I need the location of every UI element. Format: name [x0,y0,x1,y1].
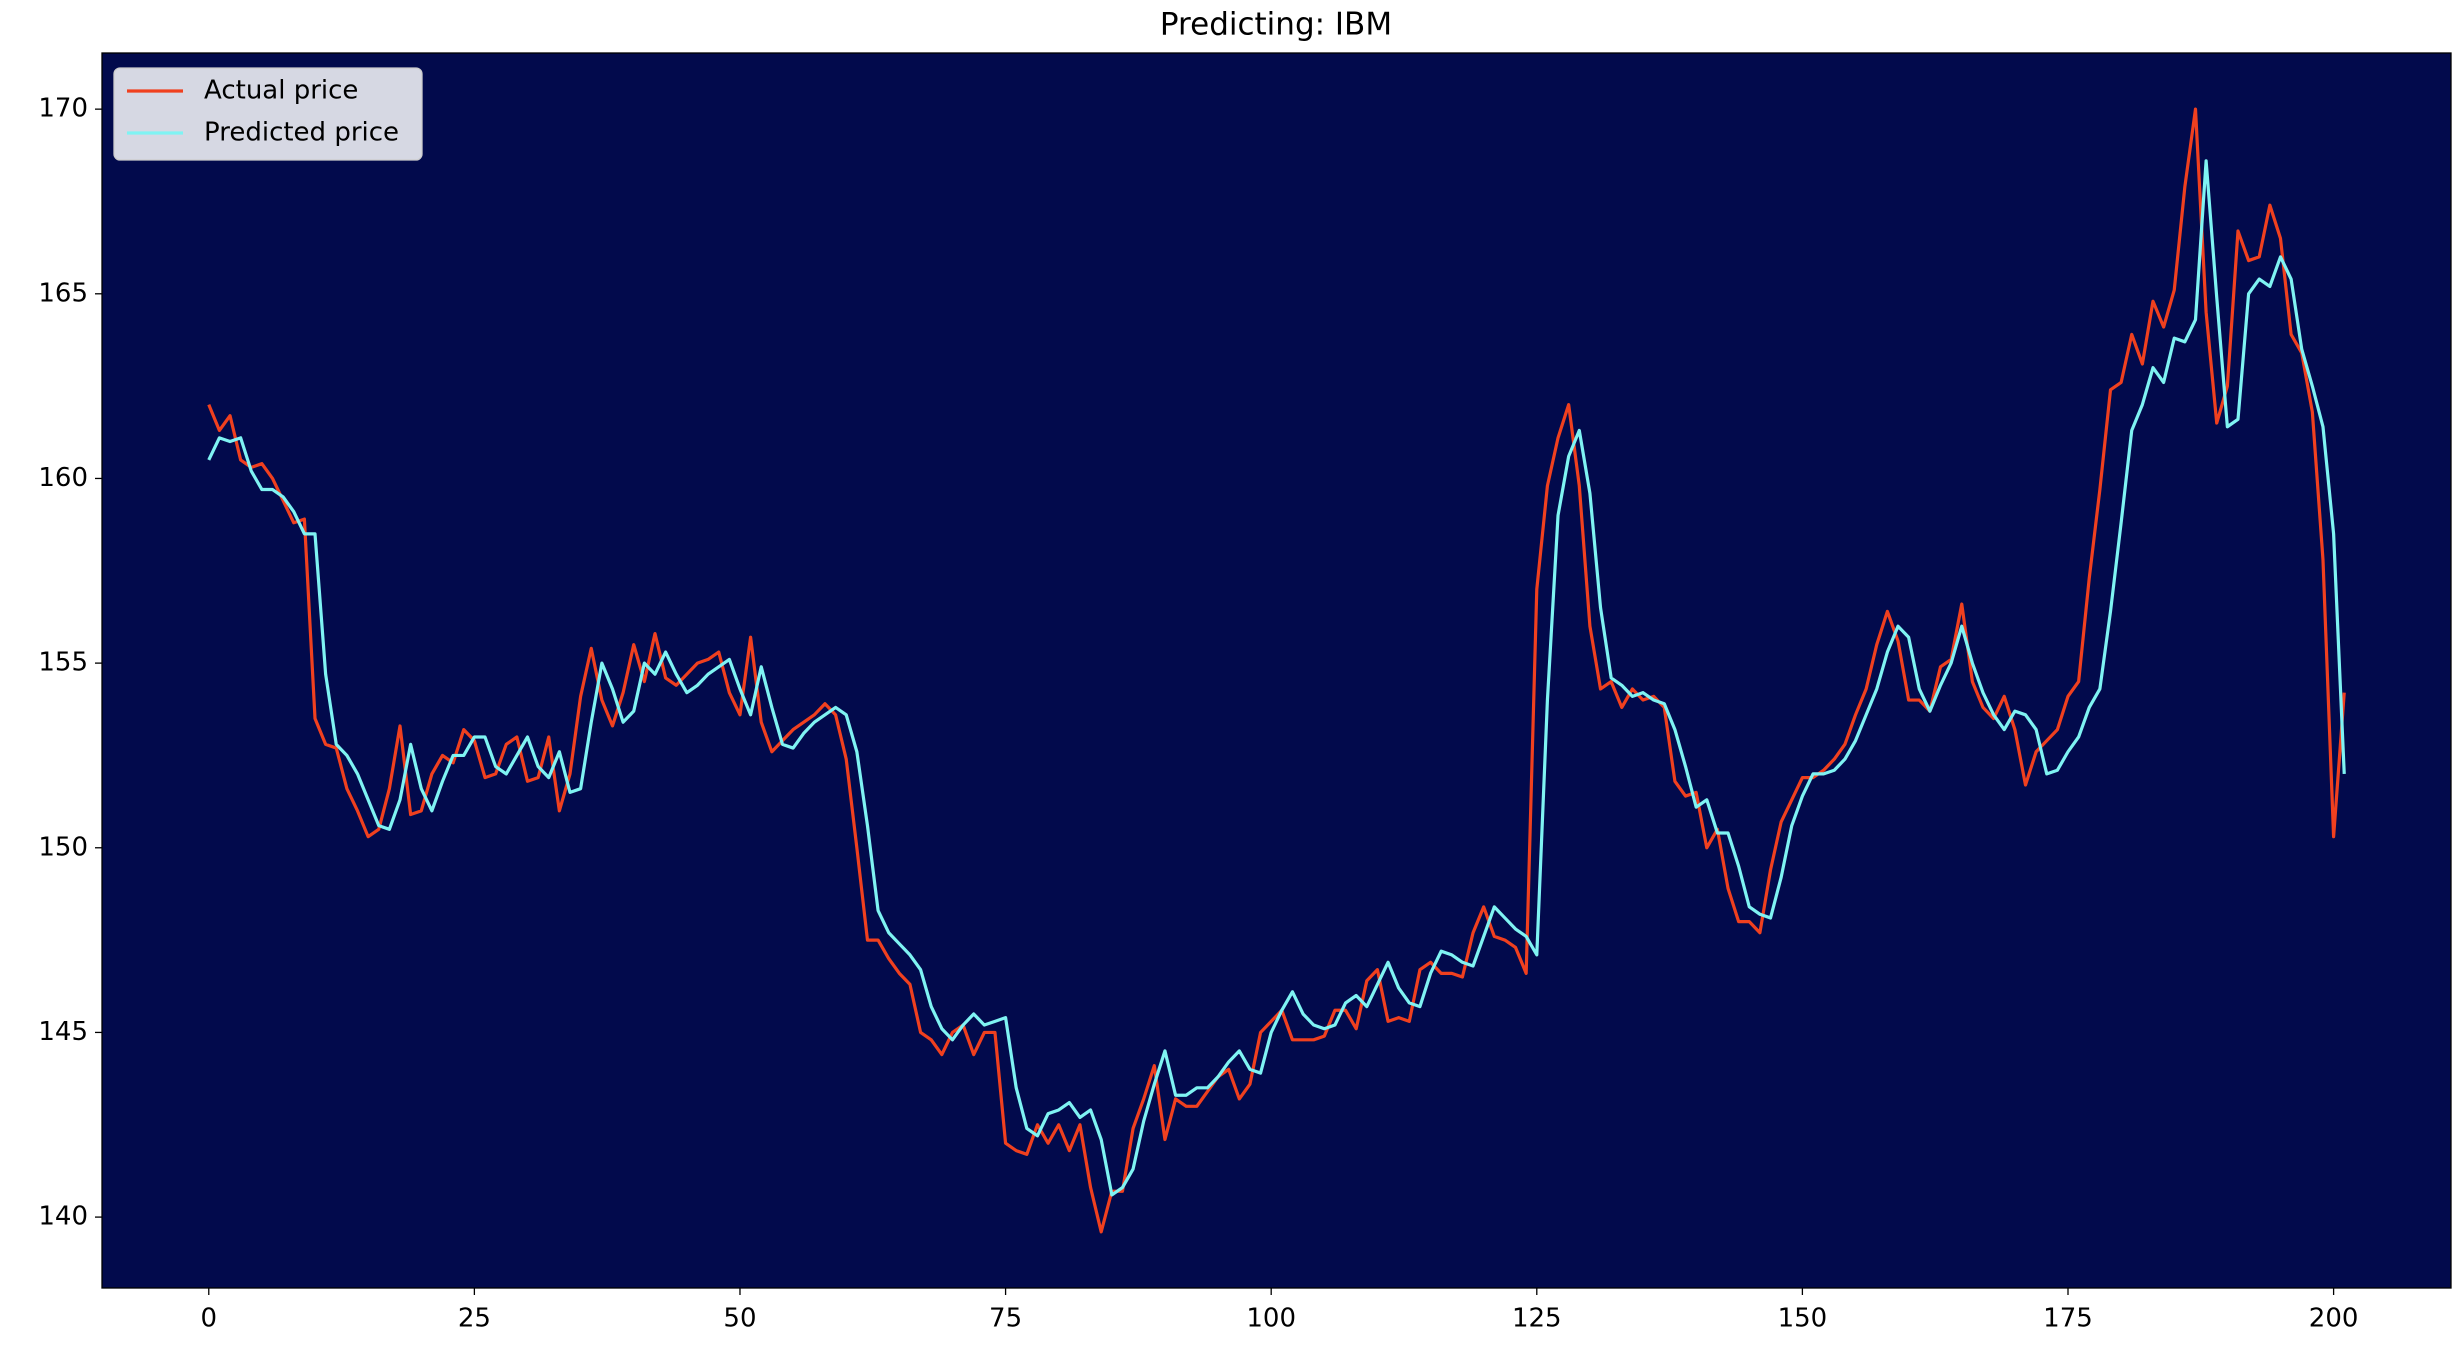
x-tick-label: 50 [723,1304,756,1334]
y-tick-label: 165 [38,278,88,308]
x-tick-label: 100 [1246,1304,1296,1334]
line-series [207,159,2346,1197]
y-tick-label: 140 [38,1202,88,1232]
legend-label: Actual price [204,76,358,106]
line-series [207,107,2346,1234]
y-tick-label: 145 [38,1017,88,1047]
x-tick-label: 150 [1778,1304,1828,1334]
plot-border [101,52,2452,1289]
legend-box [113,67,423,161]
y-tick-label: 155 [38,648,88,678]
legend-label: Predicted price [204,118,399,148]
legend: Actual price Predicted price [113,67,423,161]
x-tick-label: 75 [989,1304,1022,1334]
plot-area [102,53,2451,1288]
x-tick-label: 25 [458,1304,491,1334]
y-tick-label: 160 [38,463,88,493]
x-tick-label: 175 [2043,1304,2093,1334]
y-tick-label: 150 [38,832,88,862]
x-tick-label: 200 [2309,1304,2359,1334]
y-tick-label: 170 [38,94,88,124]
x-tick-label: 0 [200,1304,217,1334]
x-tick-label: 125 [1512,1304,1562,1334]
chart-title: Predicting: IBM [1160,7,1392,43]
